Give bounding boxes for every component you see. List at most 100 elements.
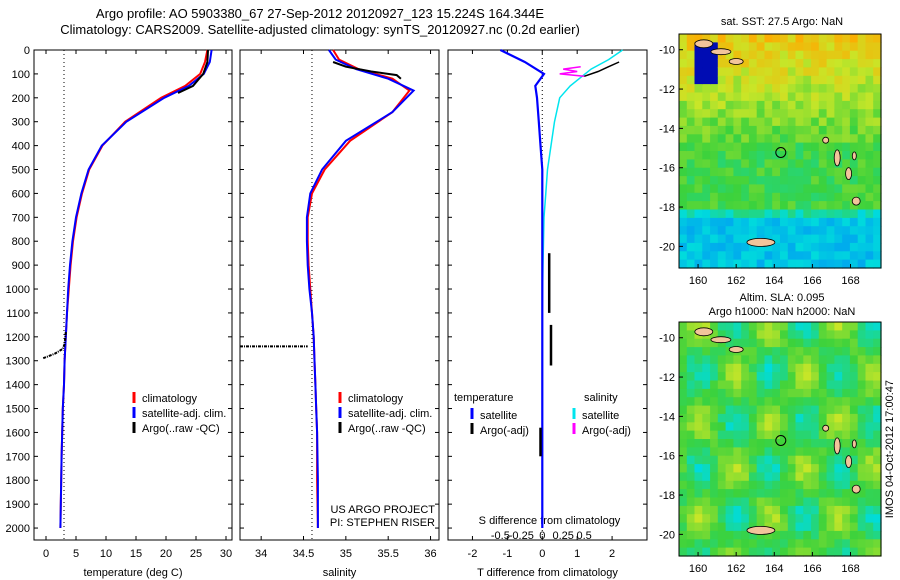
sst-map-cell bbox=[795, 176, 804, 186]
sla-map-cell bbox=[725, 413, 734, 423]
sla-map-cell bbox=[803, 530, 812, 540]
sst-map-cell bbox=[849, 176, 859, 186]
sla-map-cell bbox=[679, 372, 688, 382]
sla-map-cell bbox=[717, 430, 727, 440]
sst-map-cell bbox=[702, 242, 711, 252]
sla-map-cell bbox=[764, 330, 773, 340]
sla-map-cell bbox=[834, 472, 843, 482]
sst-map-cell bbox=[725, 259, 734, 269]
sla-map-cell bbox=[686, 514, 696, 524]
depth-tick-label: 900 bbox=[12, 260, 30, 272]
sst-map-cell bbox=[741, 92, 750, 102]
s-difference-tick-label: 0.25 bbox=[552, 530, 573, 542]
sla-map-cell bbox=[780, 363, 789, 373]
sla-map-cell bbox=[725, 439, 734, 448]
sst-map-cell bbox=[857, 209, 867, 219]
sla-map-cell bbox=[764, 355, 773, 365]
s-difference-tick-label: -0.5 bbox=[491, 530, 510, 542]
sla-map-cell bbox=[733, 505, 742, 515]
sla-map-cell bbox=[725, 372, 734, 382]
sla-map-cell bbox=[865, 347, 874, 357]
sla-map-cell bbox=[694, 405, 703, 415]
difference-legend-temperature: temperature bbox=[454, 392, 513, 404]
sla-map-cell bbox=[873, 472, 882, 482]
sla-map-cell bbox=[679, 363, 688, 373]
sst-map-cell bbox=[694, 34, 703, 43]
sla-map-cell bbox=[842, 539, 851, 549]
sla-map-cell bbox=[842, 497, 851, 507]
sst-map-cell bbox=[849, 34, 859, 43]
sla-map-cell bbox=[756, 447, 766, 457]
sst-map-cell bbox=[741, 159, 750, 169]
sst-map-cell bbox=[756, 117, 766, 127]
sla-map-cell bbox=[679, 338, 688, 348]
sla-map-cell bbox=[826, 547, 835, 557]
sst-map-cell bbox=[725, 184, 734, 194]
s-difference-tick-label: 0.5 bbox=[577, 530, 592, 542]
sla-map-cell bbox=[849, 355, 859, 365]
sla-map-cell bbox=[787, 455, 797, 465]
sst-map-cell bbox=[741, 125, 750, 135]
sst-map-cell bbox=[842, 142, 851, 152]
sst-map-cell bbox=[686, 151, 696, 160]
sla-map-cell bbox=[764, 413, 773, 423]
depth-tick-label: 0 bbox=[24, 45, 30, 57]
sst-map-cell bbox=[679, 251, 688, 261]
sst-map-cell bbox=[679, 34, 688, 43]
temperature-xtick-label: 0 bbox=[43, 548, 49, 560]
sla-map-cell bbox=[686, 430, 696, 440]
sla-map-cell bbox=[873, 397, 882, 407]
sst-map-cell bbox=[725, 134, 734, 144]
sst-map-cell bbox=[679, 217, 688, 227]
sst-map-cell bbox=[686, 192, 696, 202]
sst-map-cell bbox=[733, 34, 742, 43]
sla-map-cell bbox=[702, 439, 711, 448]
sla-map-cell bbox=[710, 330, 719, 340]
sla-map bbox=[678, 321, 882, 557]
sla-map-cell bbox=[849, 505, 859, 515]
sst-map-cell bbox=[733, 184, 742, 194]
sst-map-cell bbox=[694, 75, 703, 85]
depth-tick-label: 2000 bbox=[6, 523, 30, 535]
sla-map-cell bbox=[849, 539, 859, 549]
sst-map-cell bbox=[849, 50, 859, 60]
sst-map-cell bbox=[733, 92, 742, 102]
sst-map-cell bbox=[694, 209, 703, 219]
sst-map-cell bbox=[811, 125, 820, 135]
sla-map-cell bbox=[780, 505, 789, 515]
sla-map-cell bbox=[764, 430, 773, 440]
sla-map-cell bbox=[725, 422, 734, 432]
sst-map-cell bbox=[764, 75, 773, 85]
sst-map-cell bbox=[818, 151, 828, 160]
sst-map-cell bbox=[826, 217, 835, 227]
sst-map-cell bbox=[748, 59, 758, 69]
sst-map-cell bbox=[826, 59, 835, 69]
sst-map-cell bbox=[780, 42, 789, 52]
sst-map-cell bbox=[733, 75, 742, 85]
sla-map-cell bbox=[772, 330, 781, 340]
sst-map-cell bbox=[826, 75, 835, 85]
sst-map-cell bbox=[679, 184, 688, 194]
sst-map-cell bbox=[725, 100, 734, 110]
sst-map-cell bbox=[686, 251, 696, 261]
sla-map-cell bbox=[803, 497, 812, 507]
sst-map-cell bbox=[857, 84, 867, 94]
sla-map-cell bbox=[756, 380, 766, 390]
sla-map-cell bbox=[725, 330, 734, 340]
sla-map-cell bbox=[811, 405, 820, 415]
sla-map-cell bbox=[686, 472, 696, 482]
sla-map-cell bbox=[741, 372, 750, 382]
sst-map-cell bbox=[826, 34, 835, 43]
sla-map-cell bbox=[780, 530, 789, 540]
sst-map-cell bbox=[717, 251, 727, 261]
sst-map-cell bbox=[717, 75, 727, 85]
sst-map-cell bbox=[787, 92, 797, 102]
sla-map-cell bbox=[811, 422, 820, 432]
sst-map-cell bbox=[857, 59, 867, 69]
sst-map-cell bbox=[873, 259, 882, 269]
sla-map-cell bbox=[741, 338, 750, 348]
sst-map-cell bbox=[748, 75, 758, 85]
sst-map-cell bbox=[710, 234, 719, 244]
sst-map-cell bbox=[857, 34, 867, 43]
sst-map-cell bbox=[818, 59, 828, 69]
